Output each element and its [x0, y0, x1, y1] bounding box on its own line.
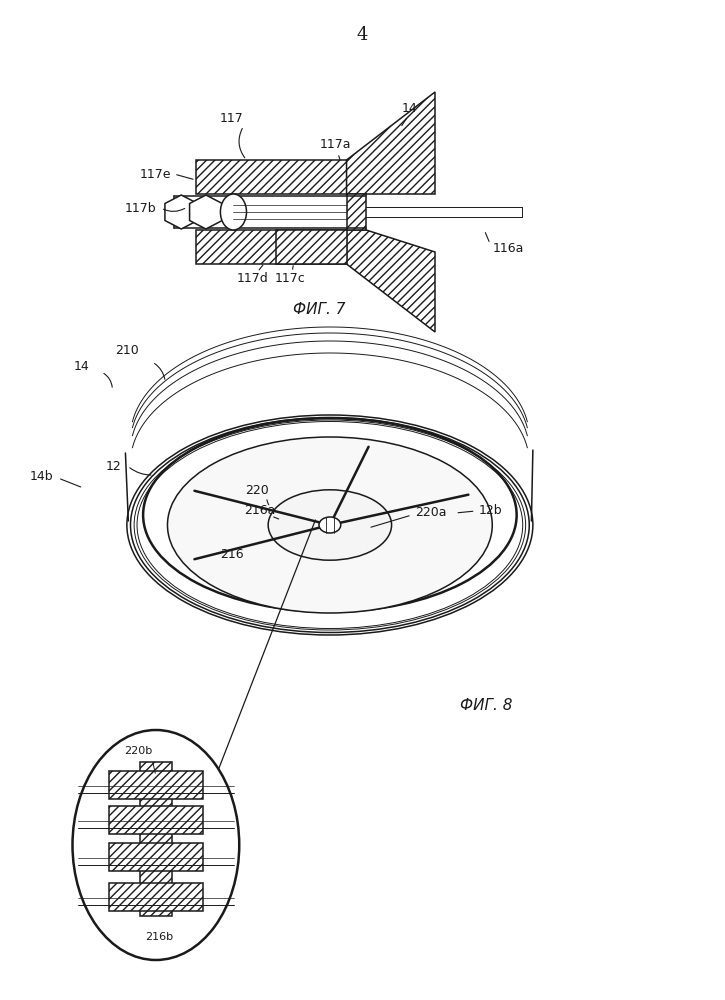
- Text: 117: 117: [220, 111, 244, 124]
- Polygon shape: [276, 230, 347, 264]
- Polygon shape: [347, 230, 435, 332]
- Ellipse shape: [167, 437, 492, 613]
- Polygon shape: [196, 230, 347, 264]
- Polygon shape: [347, 194, 366, 230]
- Polygon shape: [109, 806, 203, 834]
- Ellipse shape: [268, 490, 392, 560]
- Polygon shape: [109, 842, 203, 870]
- Text: 12b: 12b: [478, 504, 502, 516]
- Text: 12: 12: [106, 460, 122, 473]
- Text: 117e: 117e: [140, 167, 171, 180]
- Text: 4: 4: [357, 26, 368, 44]
- Circle shape: [72, 730, 239, 960]
- Text: 220b: 220b: [124, 746, 152, 756]
- Ellipse shape: [319, 517, 341, 533]
- Text: 14: 14: [402, 102, 418, 114]
- Text: 117d: 117d: [236, 271, 268, 284]
- Text: 14b: 14b: [29, 470, 53, 483]
- Circle shape: [220, 194, 247, 230]
- Text: 210: 210: [115, 344, 138, 357]
- Polygon shape: [189, 195, 223, 229]
- Text: ФИГ. 8: ФИГ. 8: [460, 698, 512, 712]
- Text: 216b: 216b: [146, 932, 173, 942]
- Text: 216: 216: [220, 548, 244, 560]
- Text: 116a: 116a: [493, 241, 524, 254]
- Polygon shape: [196, 160, 347, 194]
- Text: 117a: 117a: [319, 138, 351, 151]
- Text: 220: 220: [246, 484, 269, 496]
- Text: 117b: 117b: [125, 202, 157, 215]
- Polygon shape: [109, 883, 203, 911]
- Text: 14: 14: [73, 360, 89, 372]
- Text: ФИГ. 7: ФИГ. 7: [293, 302, 345, 318]
- Polygon shape: [347, 92, 435, 194]
- Polygon shape: [165, 195, 198, 229]
- Polygon shape: [140, 762, 172, 916]
- Text: 117c: 117c: [275, 271, 305, 284]
- Polygon shape: [109, 771, 203, 799]
- Text: 220a: 220a: [415, 506, 446, 520]
- Text: 216a: 216a: [244, 504, 276, 516]
